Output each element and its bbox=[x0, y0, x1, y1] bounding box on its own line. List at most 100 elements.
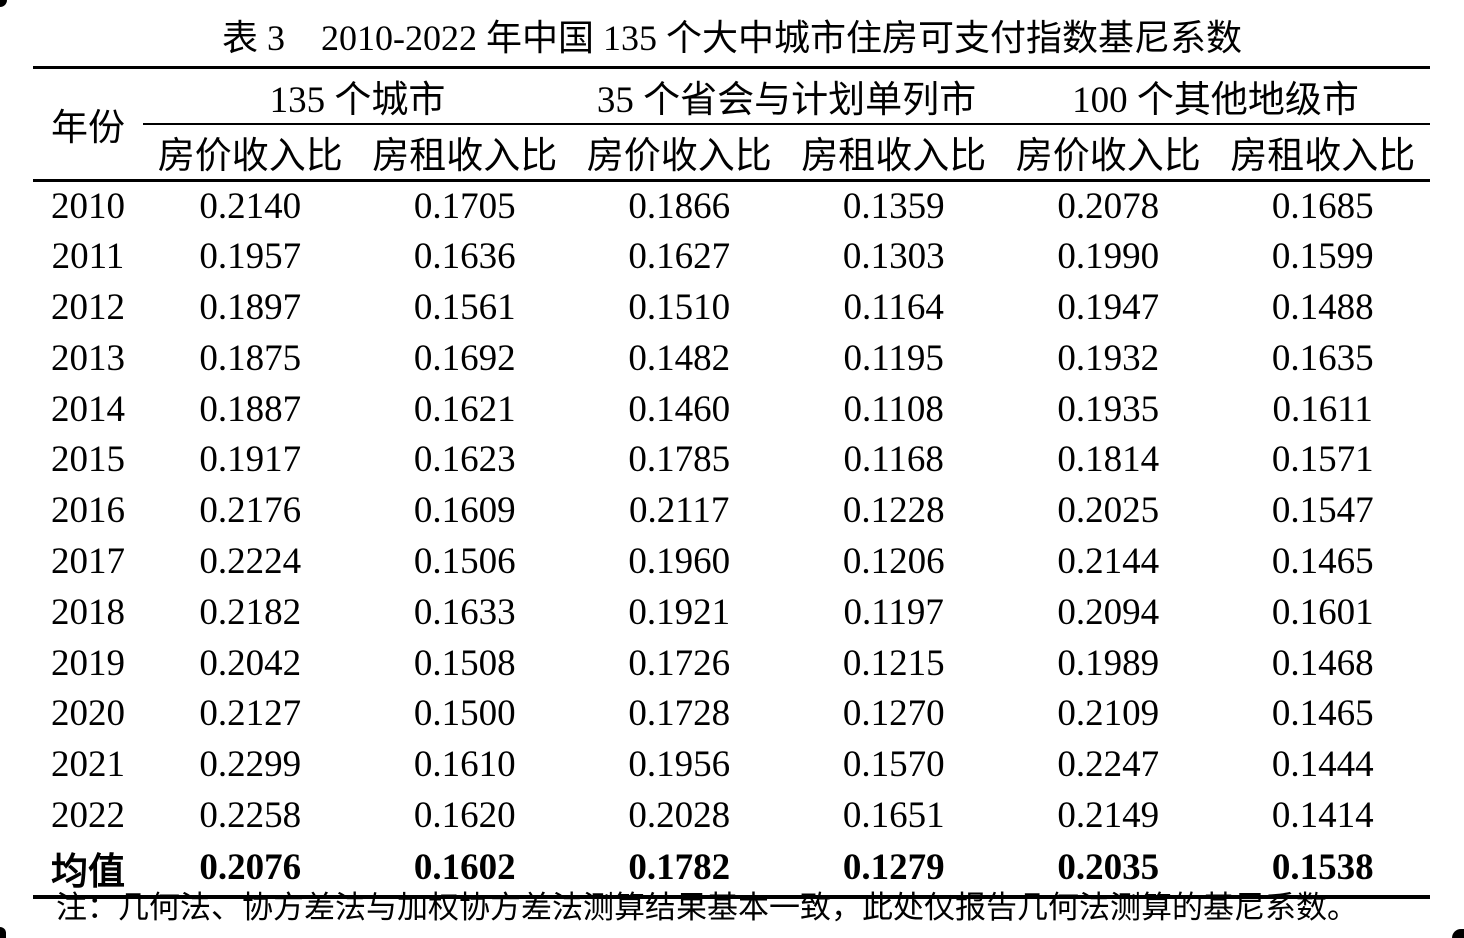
value-cell: 0.1215 bbox=[842, 642, 945, 684]
year-cell: 2020 bbox=[51, 693, 125, 735]
sub-header-rent-income-ratio: 房租收入比 bbox=[801, 136, 987, 177]
year-cell: 2022 bbox=[51, 794, 125, 836]
value-cell: 0.1935 bbox=[1057, 388, 1160, 430]
sub-header-rent-income-ratio: 房租收入比 bbox=[1230, 136, 1416, 177]
value-cell: 0.1875 bbox=[199, 337, 302, 379]
value-cell: 0.1197 bbox=[843, 591, 944, 633]
value-cell: 0.2182 bbox=[199, 591, 302, 633]
value-cell: 0.1621 bbox=[413, 388, 516, 430]
year-cell: 2010 bbox=[51, 186, 125, 228]
value-cell: 0.1601 bbox=[1271, 591, 1374, 633]
value-cell: 0.1414 bbox=[1271, 794, 1374, 836]
value-cell: 0.1947 bbox=[1057, 286, 1160, 328]
table-header: 年份 135 个城市 35 个省会与计划单列市 100 个其他地级市 房价收入比… bbox=[33, 67, 1430, 181]
value-cell: 0.2076 bbox=[199, 847, 302, 889]
year-cell: 2019 bbox=[51, 642, 125, 684]
year-cell: 2016 bbox=[51, 490, 125, 532]
value-cell: 0.2109 bbox=[1057, 693, 1160, 735]
value-cell: 0.2028 bbox=[628, 794, 731, 836]
value-cell: 0.1468 bbox=[1271, 642, 1374, 684]
value-cell: 0.2127 bbox=[199, 693, 302, 735]
value-cell: 0.1538 bbox=[1271, 847, 1374, 889]
value-cell: 0.2035 bbox=[1057, 847, 1160, 889]
value-cell: 0.2117 bbox=[629, 490, 730, 532]
value-cell: 0.2025 bbox=[1057, 490, 1160, 532]
value-cell: 0.1866 bbox=[628, 186, 731, 228]
value-cell: 0.2247 bbox=[1057, 744, 1160, 786]
value-cell: 0.1571 bbox=[1271, 439, 1374, 481]
year-column-header: 年份 bbox=[51, 108, 125, 149]
value-cell: 0.2042 bbox=[199, 642, 302, 684]
group-header-row: 年份 135 个城市 35 个省会与计划单列市 100 个其他地级市 bbox=[33, 67, 1430, 149]
value-cell: 0.2094 bbox=[1057, 591, 1160, 633]
value-cell: 0.1599 bbox=[1271, 236, 1374, 278]
value-cell: 0.1814 bbox=[1057, 439, 1160, 481]
value-cell: 0.1957 bbox=[199, 236, 302, 278]
sub-header-rent-income-ratio: 房租收入比 bbox=[372, 136, 558, 177]
table-row: 2014 0.1887 0.1621 0.1460 0.1108 0.1935 0.1611 bbox=[33, 384, 1430, 435]
table-row: 2019 0.2042 0.1508 0.1726 0.1215 0.1989 0.1468 bbox=[33, 638, 1430, 689]
table-row: 均值 0.2076 0.1602 0.1782 0.1279 0.2035 0.1538 bbox=[33, 841, 1430, 897]
value-cell: 0.1785 bbox=[628, 439, 731, 481]
value-cell: 0.2176 bbox=[199, 490, 302, 532]
value-cell: 0.1990 bbox=[1057, 236, 1160, 278]
value-cell: 0.1960 bbox=[628, 540, 731, 582]
value-cell: 0.1228 bbox=[842, 490, 945, 532]
year-cell: 2017 bbox=[51, 540, 125, 582]
gini-coefficient-table: 年份 135 个城市 35 个省会与计划单列市 100 个其他地级市 房价收入比… bbox=[33, 66, 1430, 899]
value-cell: 0.1897 bbox=[199, 286, 302, 328]
value-cell: 0.1782 bbox=[628, 847, 731, 889]
value-cell: 0.1932 bbox=[1057, 337, 1160, 379]
value-cell: 0.2078 bbox=[1057, 186, 1160, 228]
value-cell: 0.1602 bbox=[413, 847, 516, 889]
value-cell: 0.2224 bbox=[199, 540, 302, 582]
value-cell: 0.1633 bbox=[413, 591, 516, 633]
value-cell: 0.2144 bbox=[1057, 540, 1160, 582]
table-row: 2011 0.1957 0.1636 0.1627 0.1303 0.1990 0.1599 bbox=[33, 231, 1430, 282]
sub-header-price-income-ratio: 房价收入比 bbox=[1015, 136, 1201, 177]
value-cell: 0.1728 bbox=[628, 693, 731, 735]
scan-artifact-top-left bbox=[0, 0, 7, 7]
value-cell: 0.1611 bbox=[1272, 388, 1373, 430]
value-cell: 0.1510 bbox=[628, 286, 731, 328]
value-cell: 0.1570 bbox=[842, 744, 945, 786]
year-cell: 2011 bbox=[51, 236, 125, 278]
table-row: 2013 0.1875 0.1692 0.1482 0.1195 0.1932 0.1635 bbox=[33, 333, 1430, 384]
table-row: 2021 0.2299 0.1610 0.1956 0.1570 0.2247 0.1444 bbox=[33, 739, 1430, 790]
table-row: 2012 0.1897 0.1561 0.1510 0.1164 0.1947 0.1488 bbox=[33, 282, 1430, 333]
year-cell: 2018 bbox=[51, 591, 125, 633]
value-cell: 0.1705 bbox=[413, 186, 516, 228]
value-cell: 0.1989 bbox=[1057, 642, 1160, 684]
year-cell: 2012 bbox=[51, 286, 125, 328]
value-cell: 0.1206 bbox=[842, 540, 945, 582]
sub-header-price-income-ratio: 房价收入比 bbox=[157, 136, 343, 177]
value-cell: 0.1887 bbox=[199, 388, 302, 430]
value-cell: 0.1685 bbox=[1271, 186, 1374, 228]
sub-header-price-income-ratio: 房价收入比 bbox=[586, 136, 772, 177]
group-header-100-other-cities: 100 个其他地级市 bbox=[1001, 67, 1430, 125]
year-cell: 均值 bbox=[51, 851, 125, 893]
table-body: 2010 0.2140 0.1705 0.1866 0.1359 0.2078 0.1685… bbox=[33, 181, 1430, 897]
year-cell: 2013 bbox=[51, 337, 125, 379]
value-cell: 0.1195 bbox=[843, 337, 944, 379]
year-cell: 2015 bbox=[51, 439, 125, 481]
value-cell: 0.1465 bbox=[1271, 693, 1374, 735]
value-cell: 0.1488 bbox=[1271, 286, 1374, 328]
value-cell: 0.1620 bbox=[413, 794, 516, 836]
value-cell: 0.2140 bbox=[199, 186, 302, 228]
value-cell: 0.1460 bbox=[628, 388, 731, 430]
table-footnote: 注：几何法、协方差法与加权协方差法测算结果基本一致，此处仅报告几何法测算的基尼系… bbox=[56, 890, 1358, 925]
table-row: 2017 0.2224 0.1506 0.1960 0.1206 0.2144 0.1465 bbox=[33, 536, 1430, 587]
value-cell: 0.1956 bbox=[628, 744, 731, 786]
year-cell: 2014 bbox=[51, 388, 125, 430]
value-cell: 0.1164 bbox=[843, 286, 944, 328]
value-cell: 0.1561 bbox=[413, 286, 516, 328]
sub-header-row: 房价收入比 房租收入比 房价收入比 房租收入比 房价收入比 房租收入比 bbox=[33, 124, 1430, 181]
table-row: 2018 0.2182 0.1633 0.1921 0.1197 0.2094 0.1601 bbox=[33, 587, 1430, 638]
value-cell: 0.1692 bbox=[413, 337, 516, 379]
value-cell: 0.1547 bbox=[1271, 490, 1374, 532]
value-cell: 0.1506 bbox=[413, 540, 516, 582]
value-cell: 0.1279 bbox=[842, 847, 945, 889]
value-cell: 0.1651 bbox=[842, 794, 945, 836]
table-row: 2010 0.2140 0.1705 0.1866 0.1359 0.2078 0.1685 bbox=[33, 181, 1430, 232]
